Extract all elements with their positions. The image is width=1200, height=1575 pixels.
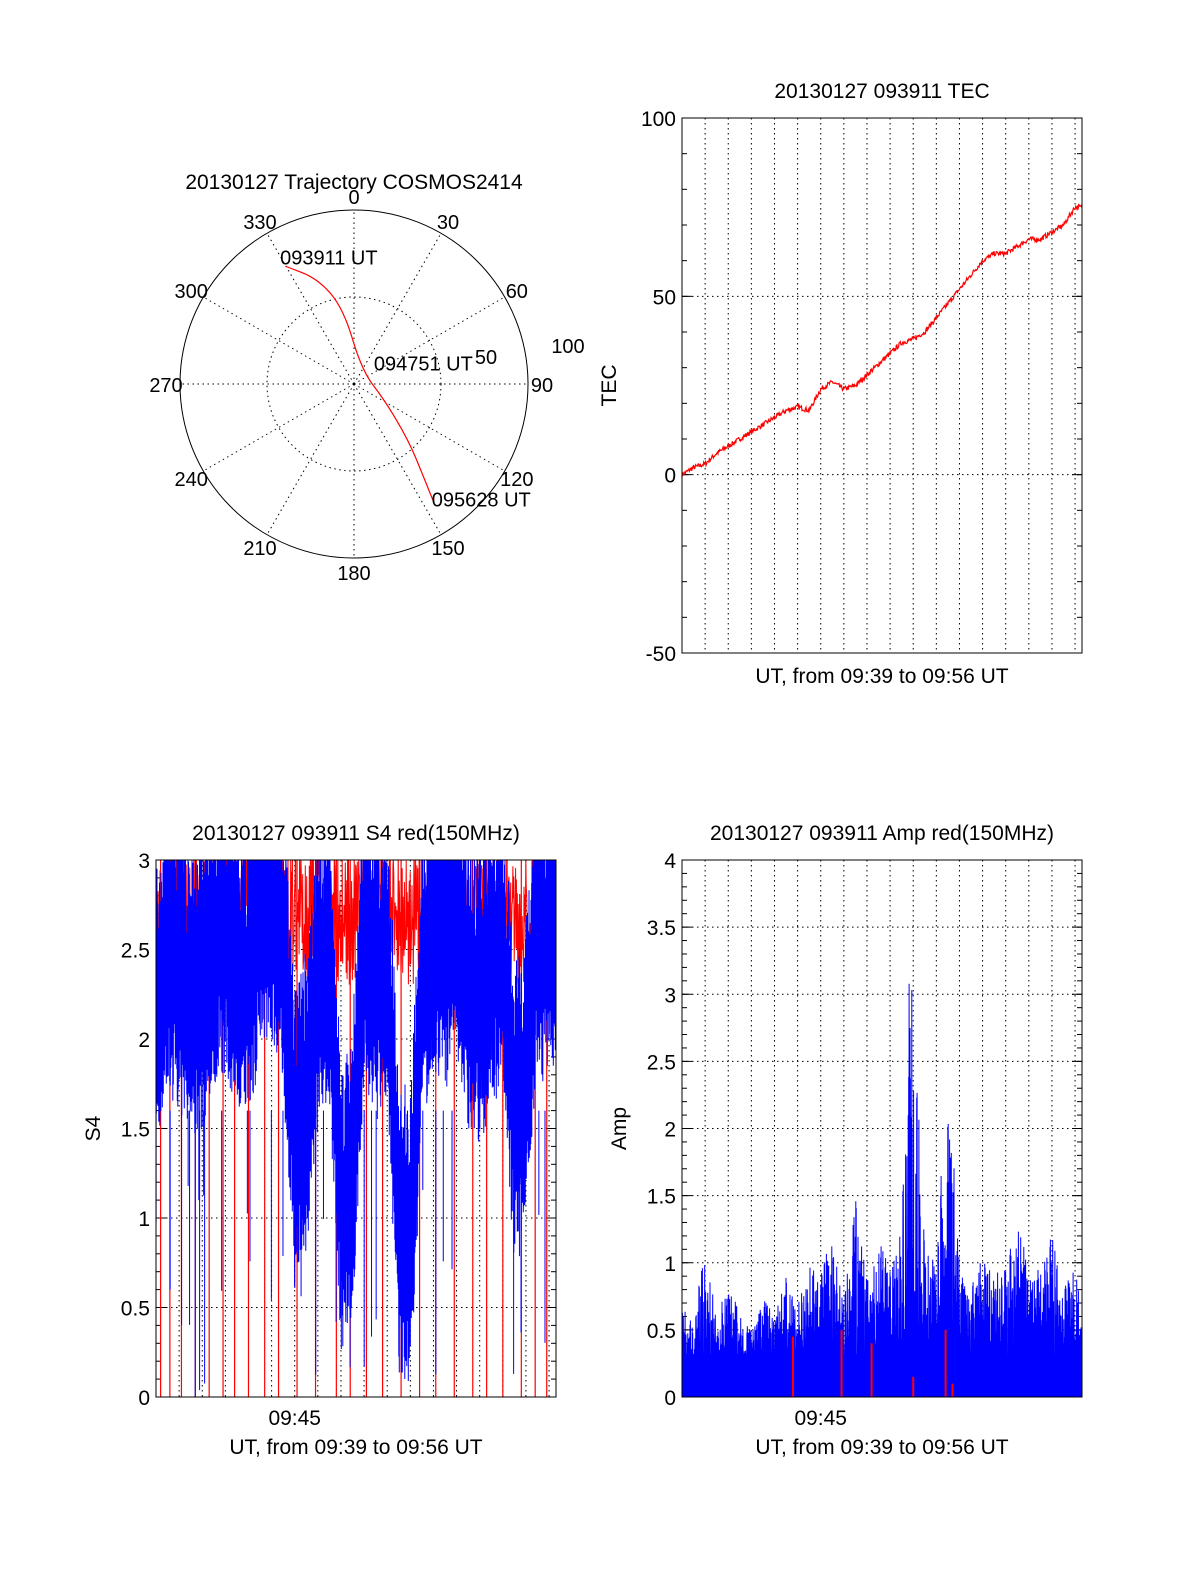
x-tick-label: 09:45 [794, 1407, 847, 1430]
polar-spoke [353, 383, 505, 472]
polar-angle-label: 30 [437, 212, 459, 234]
plot-frame [681, 859, 1083, 1398]
y-tick-label: 0 [138, 1387, 150, 1410]
polar-angle-label: 300 [174, 281, 207, 303]
y-tick-label: -50 [646, 643, 676, 666]
y-tick-label: 2.5 [647, 1051, 676, 1074]
y-tick-label: 4 [664, 850, 676, 873]
s4-blue-line [156, 860, 556, 1381]
polar-angle-label: 180 [337, 563, 370, 585]
polar-angle-labels: 0 30 60 90 120 150 180 210 240 270 300 330 50 100 [149, 187, 584, 585]
y-axis-label: TEC [598, 365, 621, 407]
y-tick-label: 0 [664, 1387, 676, 1410]
polar-angle-label: 0 [348, 187, 359, 209]
polar-angle-label: 90 [531, 375, 553, 397]
y-tick-label: 100 [641, 108, 676, 131]
polar-radial-label: 50 [475, 347, 497, 369]
y-axis-label: S4 [82, 1115, 105, 1141]
x-axis-label: UT, from 09:39 to 09:56 UT [755, 665, 1008, 688]
y-axis-label: Amp [608, 1107, 631, 1150]
y-tick-label: 1.5 [121, 1119, 150, 1142]
trajectory-point-labels: 093911 UT 094751 UT 095628 UT [280, 247, 531, 511]
amp-blue-line [681, 983, 1083, 1397]
y-tick-label: 2 [138, 1029, 150, 1052]
plot-frame [681, 117, 1083, 654]
y-tick-label: 0.5 [121, 1298, 150, 1321]
tec-chart: 20130127 093911 TEC -50 0 50 100 UT, from 09:… [598, 80, 1083, 688]
polar-grid [179, 209, 529, 559]
y-tick-label: 3 [664, 984, 676, 1007]
trajectory-point-label: 094751 UT [374, 354, 473, 376]
polar-angle-label: 210 [243, 538, 276, 560]
polar-spoke [353, 383, 442, 535]
polar-angle-label: 330 [243, 212, 276, 234]
polar-outer-circle [179, 209, 529, 559]
polar-radial-label: 100 [551, 336, 584, 358]
polar-spoke [266, 383, 355, 535]
x-tick-label: 09:45 [268, 1407, 321, 1430]
y-tick-label: 3.5 [647, 917, 676, 940]
polar-title: 20130127 Trajectory COSMOS2414 [185, 171, 523, 194]
polar-angle-label: 240 [174, 469, 207, 491]
polar-trajectory-chart: 20130127 Trajectory COSMOS2414 0 30 60 90 12… [149, 171, 584, 585]
polar-spoke [353, 233, 442, 385]
y-tick-label: 1.5 [647, 1186, 676, 1209]
x-axis-label: UT, from 09:39 to 09:56 UT [755, 1436, 1008, 1459]
tec-series-line [681, 203, 1083, 478]
polar-spoke [203, 383, 355, 472]
polar-angle-label: 270 [149, 375, 182, 397]
amp-series [681, 983, 1083, 1397]
y-tick-label: 0.5 [647, 1320, 676, 1343]
trajectory-point-label: 095628 UT [432, 489, 531, 511]
chart-title: 20130127 093911 TEC [774, 80, 989, 103]
y-tick-label: 50 [653, 286, 676, 309]
polar-angle-label: 150 [431, 538, 464, 560]
polar-angle-label: 60 [506, 281, 528, 303]
polar-spoke [353, 296, 505, 385]
amp-chart: 20130127 093911 Amp red(150MHz) 0 0.5 1 1.5 2… [608, 822, 1083, 1459]
chart-title: 20130127 093911 S4 red(150MHz) [192, 822, 520, 845]
y-tick-label: 1 [138, 1208, 150, 1231]
y-tick-label: 1 [664, 1253, 676, 1276]
x-axis-label: UT, from 09:39 to 09:56 UT [229, 1436, 482, 1459]
polar-spoke [203, 296, 355, 385]
trajectory-line [285, 265, 435, 503]
y-tick-label: 0 [664, 465, 676, 488]
polar-inner-circle [266, 296, 442, 472]
y-tick-label: 2 [664, 1119, 676, 1142]
y-tick-label: 3 [138, 850, 150, 873]
s4-series [156, 860, 556, 1397]
s4-chart: 20130127 093911 S4 red(150MHz) 0 0.5 1 1.5 2 2… [82, 822, 557, 1459]
plot-frame [155, 859, 557, 1398]
chart-title: 20130127 093911 Amp red(150MHz) [710, 822, 1054, 845]
y-tick-label: 2.5 [121, 940, 150, 963]
trajectory-point-label: 093911 UT [280, 247, 377, 269]
polar-angle-label: 120 [500, 469, 533, 491]
polar-spoke [266, 233, 355, 385]
